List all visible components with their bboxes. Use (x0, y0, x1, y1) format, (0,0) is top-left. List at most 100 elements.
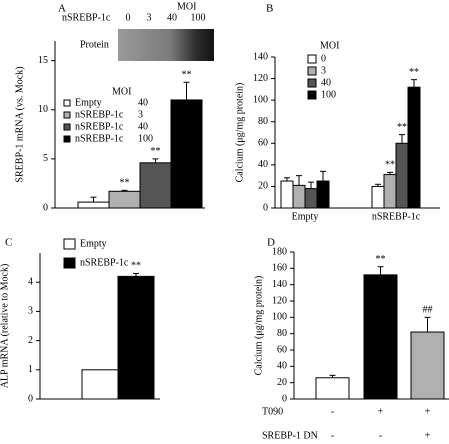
y-tick-label: 40 (258, 159, 268, 170)
legend-title: MOI (112, 86, 131, 97)
panel-label: C (5, 237, 12, 249)
legend-label: Empty (80, 238, 107, 249)
legend-swatch (307, 90, 317, 100)
y-tick-label: 4 (28, 276, 33, 287)
x-tick-label: nSREBP-1c (372, 211, 421, 222)
y-axis-label: ALP mRNA (relative to Mock) (0, 264, 10, 389)
legend-swatch (63, 99, 71, 107)
y-tick-label: 60 (258, 138, 268, 149)
y-tick-label: 80 (258, 116, 268, 127)
legend-moi: 100 (138, 133, 153, 144)
bar (371, 185, 385, 209)
bar (315, 377, 350, 400)
annotation: ** (120, 178, 130, 189)
annotation: ## (423, 305, 433, 316)
bar (363, 274, 398, 400)
y-axis-label: Calcium (μg/mg protein) (234, 83, 245, 183)
bar (316, 180, 330, 209)
condition-mark: - (331, 406, 334, 417)
y-tick-label: 40 (277, 361, 287, 372)
legend-label: nSREBP-1c (80, 257, 129, 268)
y-tick-label: 2 (28, 335, 33, 346)
bar (280, 180, 294, 209)
inset-title: Protein (80, 39, 109, 50)
bar (170, 99, 203, 209)
panel-label: B (266, 3, 273, 15)
y-tick-label: 0 (263, 202, 268, 213)
legend-swatch (63, 123, 71, 131)
bar (139, 162, 172, 209)
legend-swatch (63, 238, 76, 250)
annotation: ** (151, 146, 161, 157)
legend-swatch (63, 111, 71, 119)
legend-swatch (63, 135, 71, 143)
legend-label: nSREBP-1c (75, 133, 124, 144)
y-axis-label: Calcium (μg/mg protein) (253, 276, 264, 376)
y-tick-label: 15 (38, 55, 48, 66)
y-tick-label: 140 (272, 279, 287, 290)
inset-moi-title: MOI (177, 1, 196, 12)
inset-moi: 100 (191, 12, 206, 23)
legend-label: nSREBP-1c (75, 121, 124, 132)
y-tick-label: 5 (43, 153, 48, 164)
y-tick-label: 0 (28, 393, 33, 404)
y-axis-label: SREBP-1 mRNA (vs. Mock) (14, 66, 25, 182)
condition-mark: - (331, 430, 334, 441)
y-tick-label: 0 (43, 202, 48, 213)
panel-label: D (267, 237, 275, 249)
bar (292, 184, 306, 209)
condition-label: T090 (262, 406, 283, 417)
bar (77, 201, 110, 209)
condition-mark: + (425, 406, 431, 417)
condition-mark: - (379, 430, 382, 441)
y-tick-label: 10 (38, 104, 48, 115)
inset-moi: 40 (167, 12, 177, 23)
legend-label: nSREBP-1c (75, 109, 124, 120)
legend-moi: 40 (138, 121, 148, 132)
legend-label: Empty (75, 97, 102, 108)
legend-label: 40 (321, 77, 331, 88)
legend-moi: 40 (138, 97, 148, 108)
bar (410, 331, 445, 400)
legend-title: MOI (320, 40, 339, 51)
annotation: ** (397, 122, 407, 133)
bar (304, 188, 318, 209)
y-tick-label: 120 (272, 295, 287, 306)
y-tick-label: 0 (282, 393, 287, 404)
y-tick-label: 20 (277, 377, 287, 388)
condition-label: SREBP-1 DN (262, 430, 318, 441)
y-tick-label: 3 (28, 306, 33, 317)
y-tick-label: 180 (272, 246, 287, 257)
legend-swatch (307, 54, 317, 64)
bar (383, 174, 397, 209)
inset-moi: 3 (147, 12, 152, 23)
condition-mark: + (378, 406, 384, 417)
annotation: ** (376, 254, 386, 265)
y-tick-label: 1 (28, 364, 33, 375)
y-tick-label: 160 (272, 263, 287, 274)
y-tick-label: 100 (272, 312, 287, 323)
annotation: ** (385, 160, 395, 171)
bar (81, 369, 119, 400)
legend-label: 100 (321, 89, 336, 100)
legend-label: 3 (321, 65, 326, 76)
y-tick-label: 60 (277, 344, 287, 355)
bar (407, 86, 421, 209)
inset-moi: 0 (126, 12, 131, 23)
legend-swatch (307, 78, 317, 88)
legend-moi: 3 (138, 109, 143, 120)
legend-swatch (307, 66, 317, 76)
legend-swatch (63, 257, 76, 269)
y-tick-label: 140 (253, 51, 268, 62)
y-tick-label: 120 (253, 73, 268, 84)
x-tick-label: Empty (292, 211, 319, 222)
blot-image (118, 29, 214, 61)
bar (108, 190, 141, 209)
annotation: ** (131, 261, 141, 272)
legend-label: 0 (321, 53, 326, 64)
bar (117, 275, 155, 400)
y-tick-label: 80 (277, 328, 287, 339)
y-tick-label: 100 (253, 94, 268, 105)
annotation: ** (182, 70, 192, 81)
condition-mark: + (425, 430, 431, 441)
